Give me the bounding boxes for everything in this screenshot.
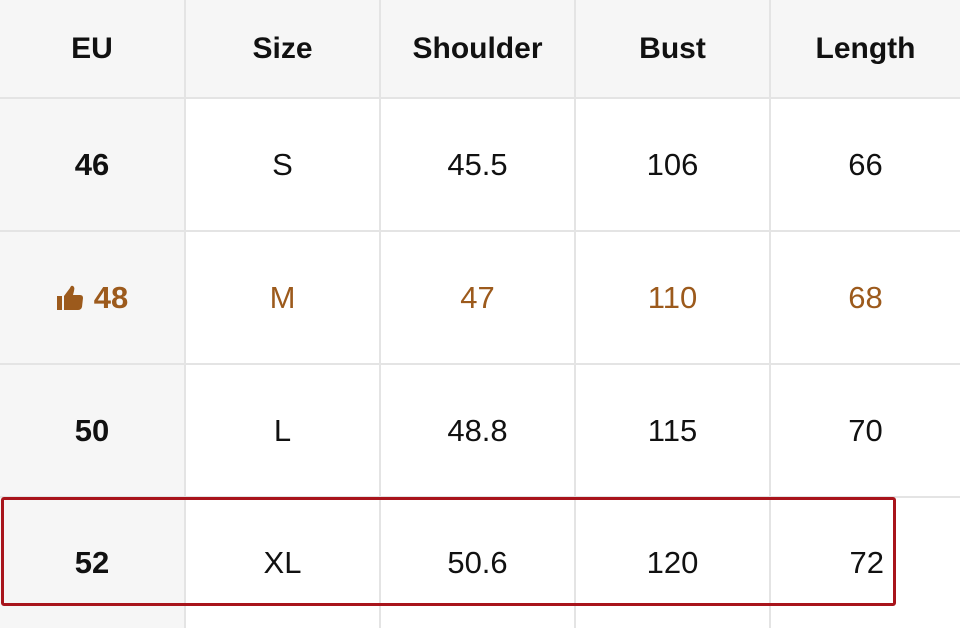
header-length: Length: [815, 31, 916, 65]
cell-shoulder: 48.8: [381, 365, 576, 496]
table-header: EU Size Shoulder Bust Length: [0, 0, 960, 99]
cell-bust: 120: [576, 498, 771, 628]
cell-length: 72: [849, 545, 884, 580]
cell-shoulder: 50.6: [381, 498, 576, 628]
cell-shoulder: 47: [381, 232, 576, 363]
cell-size: L: [186, 365, 381, 496]
cell-eu: 52: [0, 498, 186, 628]
table-row: 46 S 45.5 106 66: [0, 99, 960, 232]
header-bust: Bust: [576, 0, 771, 97]
cell-length: 68: [848, 279, 883, 315]
cell-size: S: [186, 99, 381, 230]
cell-bust: 106: [576, 99, 771, 230]
cell-eu: 48: [0, 232, 186, 363]
cell-eu: 50: [0, 365, 186, 496]
thumbs-up-icon: [56, 285, 83, 310]
table-row-recommended: 48 M 47 110 68: [0, 232, 960, 365]
cell-length: 66: [848, 146, 883, 182]
header-shoulder: Shoulder: [381, 0, 576, 97]
header-size: Size: [186, 0, 381, 97]
cell-bust: 110: [576, 232, 771, 363]
table-row: 52 XL 50.6 120 72: [0, 498, 960, 628]
header-eu: EU: [0, 0, 186, 97]
cell-size: M: [186, 232, 381, 363]
cell-length: 70: [848, 412, 883, 448]
cell-bust: 115: [576, 365, 771, 496]
cell-shoulder: 45.5: [381, 99, 576, 230]
table-row: 50 L 48.8 115 70: [0, 365, 960, 498]
cell-eu: 46: [0, 99, 186, 230]
eu-value: 48: [93, 279, 129, 315]
cell-size: XL: [186, 498, 381, 628]
